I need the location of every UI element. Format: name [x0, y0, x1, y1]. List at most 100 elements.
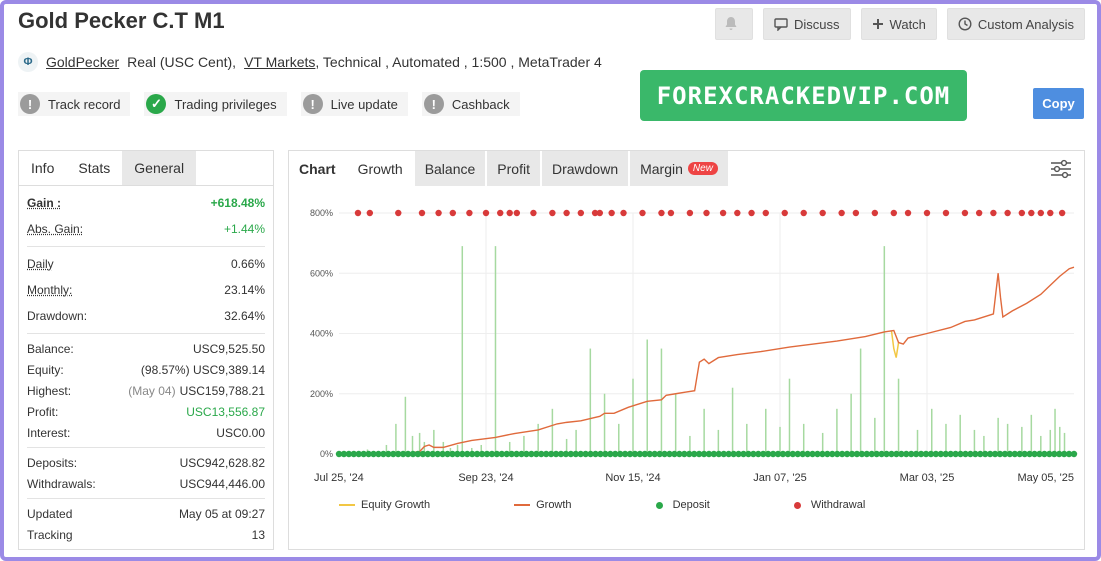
withdrawal-point [871, 209, 879, 217]
tracking-label: Tracking [27, 527, 73, 542]
deposit-point [1001, 450, 1009, 458]
tab-general[interactable]: General [122, 151, 197, 185]
monthly-label[interactable]: Monthly: [27, 283, 73, 297]
deposit-point [888, 450, 895, 458]
highest-value: USC159,788.21 [179, 383, 265, 398]
daily-label[interactable]: Daily [27, 257, 54, 271]
owner-link[interactable]: GoldPecker [46, 54, 120, 70]
deposit-point [676, 450, 683, 458]
deposit-point [1021, 450, 1028, 458]
withdrawal-point [667, 209, 675, 217]
withdrawal-point [890, 209, 898, 217]
badge-label: Live update [330, 96, 398, 112]
withdrawal-point [781, 209, 788, 217]
withdrawal-point [1004, 209, 1011, 217]
deposit-point [1011, 450, 1019, 458]
deposits-value: USC942,628.82 [179, 455, 265, 470]
deposit-point [1016, 450, 1023, 458]
legend-deposit[interactable]: Deposit [655, 499, 710, 511]
deposit-point [873, 450, 880, 458]
deposit-point [686, 450, 693, 458]
withdrawal-point [1058, 209, 1066, 217]
badge-track-record[interactable]: ! Track record [18, 92, 131, 116]
deposit-point [903, 450, 910, 458]
equity-pct: (98.57%) [140, 362, 190, 377]
deposit-point [843, 450, 851, 458]
deposit-point [631, 450, 639, 458]
deposit-point [542, 450, 550, 458]
tab-stats[interactable]: Stats [66, 151, 123, 185]
deposit-point [661, 450, 668, 458]
abs-gain-label[interactable]: Abs. Gain: [27, 222, 84, 236]
updated-label: Updated [27, 506, 73, 521]
deposit-point [350, 450, 357, 458]
watch-button[interactable]: Watch [860, 8, 937, 40]
withdrawal-point [1037, 209, 1045, 217]
deposit-point [730, 450, 737, 458]
notify-button[interactable] [715, 8, 754, 40]
withdrawal-point [1028, 209, 1035, 217]
withdrawal-point [563, 209, 570, 217]
account-details: , Technical , Automated , 1:500 , MetaTr… [315, 54, 602, 70]
discuss-label: Discuss [794, 16, 840, 32]
highest-label: Highest: [27, 383, 72, 398]
tab-margin[interactable]: Margin New [630, 151, 728, 186]
withdrawal-point [719, 209, 727, 217]
deposit-point [621, 450, 629, 458]
copy-button[interactable]: Copy [1033, 88, 1084, 119]
top-actions: Discuss Watch Custom Analysis [715, 8, 1085, 40]
deposit-point [690, 450, 698, 458]
deposit-point [616, 450, 624, 458]
broker-link[interactable]: VT Markets [244, 54, 316, 70]
withdrawal-point [506, 209, 513, 217]
discuss-button[interactable]: Discuss [763, 8, 851, 40]
badge-live-update[interactable]: ! Live update [300, 92, 408, 116]
deposit-point [789, 450, 797, 458]
chart-settings-button[interactable] [1050, 159, 1072, 184]
badge-cashback[interactable]: ! Cashback [421, 92, 520, 116]
custom-analysis-label: Custom Analysis [977, 16, 1074, 32]
deposit-point [972, 450, 979, 458]
watch-label: Watch [889, 16, 926, 32]
custom-analysis-button[interactable]: Custom Analysis [946, 8, 1085, 40]
badge-trading-privileges[interactable]: ✓ Trading privileges [144, 92, 287, 116]
drawdown-value: 32.64% [224, 309, 265, 323]
badge-label: Trading privileges [174, 96, 277, 112]
abs-gain-value: +1.44% [223, 222, 265, 236]
deposit-point [370, 450, 377, 458]
deposit-point [385, 450, 392, 458]
tab-profit[interactable]: Profit [487, 151, 540, 186]
tab-growth[interactable]: Growth [347, 151, 413, 186]
x-tick-label: May 05, '25 [1017, 472, 1074, 484]
tab-drawdown[interactable]: Drawdown [541, 151, 629, 186]
deposit-point [824, 450, 831, 458]
tab-balance[interactable]: Balance [414, 151, 486, 186]
deposit-point [991, 450, 999, 458]
deposit-point [947, 450, 954, 458]
deposit-point [473, 450, 481, 458]
legend-withdrawal[interactable]: Withdrawal [793, 499, 865, 511]
legend-growth[interactable]: Growth [514, 499, 572, 511]
balance-value: USC9,525.50 [192, 341, 265, 356]
deposit-point [478, 450, 486, 458]
page-title: Gold Pecker C.T M1 [18, 8, 225, 33]
chart-tabs: Chart Growth Balance Profit Drawdown Mar… [289, 151, 1084, 186]
deposit-point [681, 450, 688, 458]
legend-equity-growth[interactable]: Equity Growth [339, 499, 430, 511]
y-tick-label: 600% [310, 268, 333, 278]
growth-chart[interactable]: 0% 200% 400% 600% 800% Jul 25, '24 Sep 23, '24… [289, 186, 1084, 496]
deposit-point [1056, 450, 1063, 458]
deposit-point [962, 450, 969, 458]
withdrawal-point [435, 209, 442, 217]
deposit-point [937, 450, 945, 458]
tab-chart[interactable]: Chart [289, 151, 346, 186]
tab-info[interactable]: Info [19, 151, 67, 185]
deposit-point [508, 450, 515, 458]
gain-label[interactable]: Gain : [27, 196, 62, 210]
deposit-point [927, 450, 935, 458]
deposit-point [794, 450, 801, 458]
deposit-point [705, 450, 713, 458]
withdrawal-point [658, 209, 665, 217]
withdrawal-point [639, 209, 646, 217]
deposit-point [597, 450, 604, 458]
